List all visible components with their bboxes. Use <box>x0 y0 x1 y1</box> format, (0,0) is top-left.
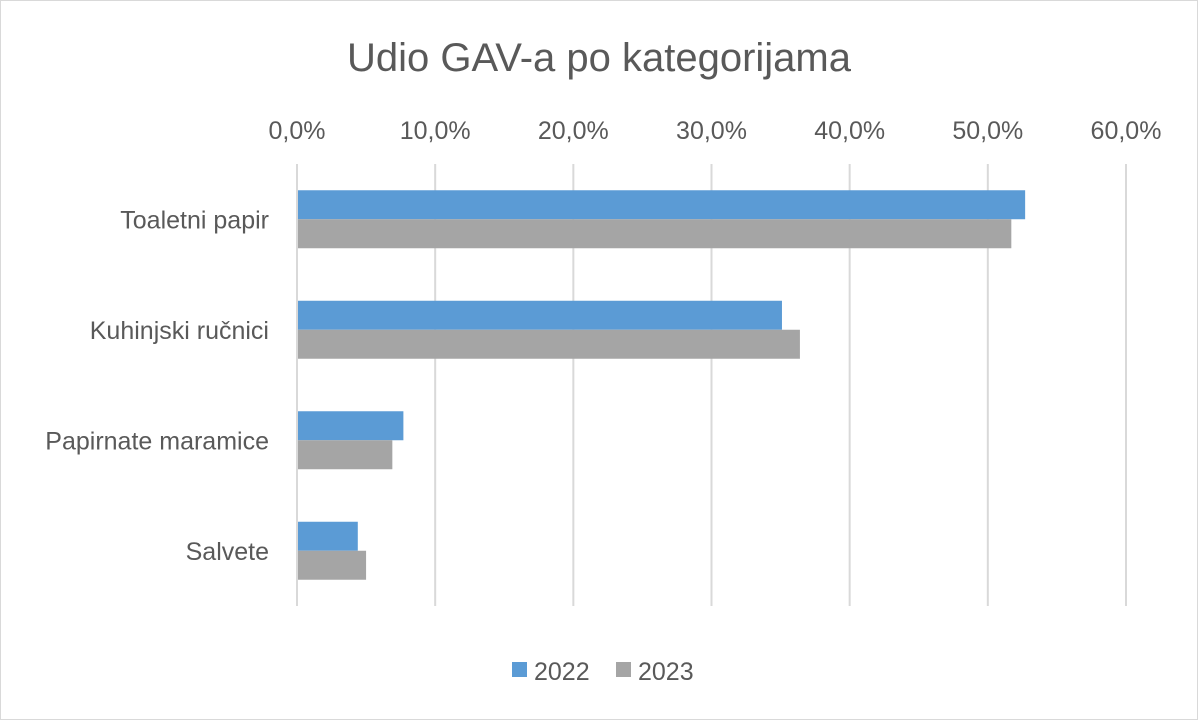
x-tick-label: 0,0% <box>269 117 326 145</box>
legend: 2022 2023 <box>512 658 694 686</box>
legend-swatch <box>616 662 631 677</box>
category-label: Papirnate maramice <box>45 427 269 455</box>
bar-2023 <box>298 440 393 470</box>
bars <box>298 190 1026 580</box>
category-label: Toaletni papir <box>120 206 269 234</box>
x-tick-label: 60,0% <box>1091 117 1162 145</box>
bar-2022 <box>298 300 782 330</box>
category-label: Salvete <box>186 538 269 566</box>
bar-2023 <box>298 329 800 359</box>
legend-swatch <box>512 662 527 677</box>
x-tick-label: 20,0% <box>538 117 609 145</box>
x-tick-label: 10,0% <box>400 117 471 145</box>
x-tick-label: 40,0% <box>814 117 885 145</box>
x-tick-label: 50,0% <box>952 117 1023 145</box>
bar-2022 <box>298 521 358 551</box>
legend-label: 2023 <box>638 658 694 686</box>
bar-2023 <box>298 219 1012 249</box>
legend-label: 2022 <box>534 658 590 686</box>
bar-2022 <box>298 190 1026 220</box>
bar-2022 <box>298 411 404 441</box>
x-tick-label: 30,0% <box>676 117 747 145</box>
category-labels: Toaletni papir Kuhinjski ručnici Papirnate… <box>45 206 269 566</box>
x-axis-ticks: 0,0% 10,0% 20,0% 30,0% 40,0% 50,0% 60,0% <box>269 117 1162 145</box>
chart-title: Udio GAV-a po kategorijama <box>347 36 852 80</box>
category-label: Kuhinjski ručnici <box>90 317 269 345</box>
bar-2023 <box>298 550 367 580</box>
